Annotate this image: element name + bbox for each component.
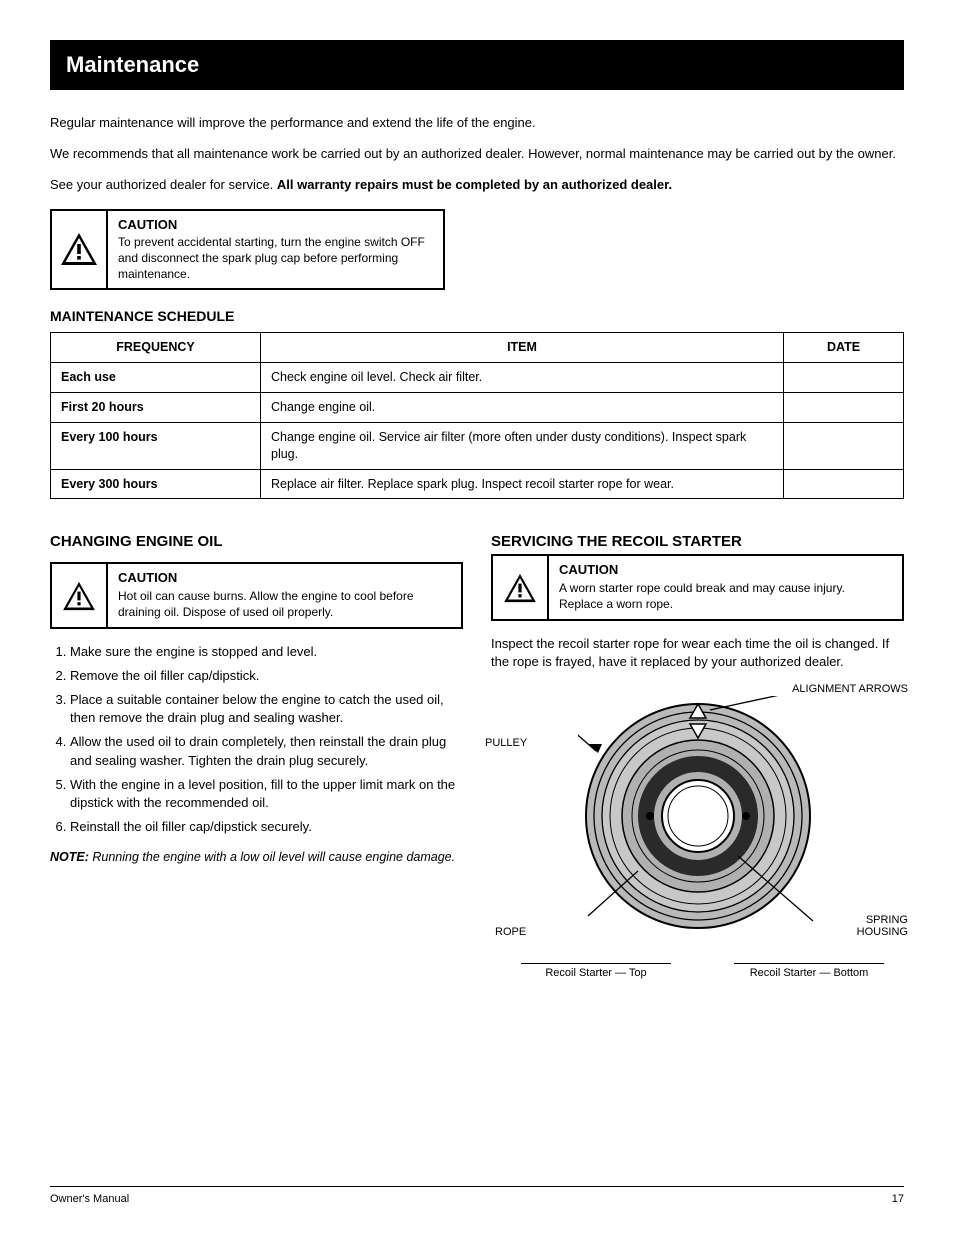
- caution-text-cell: CAUTION A worn starter rope could break …: [549, 556, 902, 618]
- recoil-starter-svg: [578, 696, 818, 936]
- section-header-title: Maintenance: [66, 52, 199, 78]
- intro-para-3: See your authorized dealer for service. …: [50, 176, 904, 194]
- step-item: Place a suitable container below the eng…: [70, 691, 463, 727]
- page-footer: Owner's Manual 17: [50, 1186, 904, 1205]
- warning-triangle-icon: [503, 573, 537, 603]
- table-row: First 20 hours Change engine oil.: [51, 392, 904, 422]
- step-item: With the engine in a level position, fil…: [70, 776, 463, 812]
- cell-date: [784, 469, 904, 499]
- footer-left: Owner's Manual: [50, 1193, 129, 1205]
- figure-label-pulley: PULLEY: [485, 737, 527, 750]
- step-item: Remove the oil filler cap/dipstick.: [70, 667, 463, 685]
- oil-change-steps: Make sure the engine is stopped and leve…: [50, 643, 463, 837]
- intro-para-3-bold: All warranty repairs must be completed b…: [277, 177, 672, 192]
- cell-date: [784, 363, 904, 393]
- step-item: Make sure the engine is stopped and leve…: [70, 643, 463, 661]
- intro-para-3-prefix: See your authorized dealer for service.: [50, 177, 277, 192]
- table-header-date: DATE: [784, 333, 904, 363]
- two-column-region: CHANGING ENGINE OIL CAUTION Hot oil can …: [50, 525, 904, 980]
- caution-box-main: CAUTION To prevent accidental starting, …: [50, 209, 445, 291]
- figure-label-rope: ROPE: [495, 926, 526, 939]
- right-para-1: Inspect the recoil starter rope for wear…: [491, 635, 904, 671]
- figure-caption-right: Recoil Starter — Bottom: [734, 963, 884, 981]
- oil-note-text: Running the engine with a low oil level …: [89, 850, 455, 864]
- cell-item: Change engine oil.: [261, 392, 784, 422]
- cell-freq: Each use: [51, 363, 261, 393]
- cell-freq: First 20 hours: [51, 392, 261, 422]
- caution-text-cell: CAUTION Hot oil can cause burns. Allow t…: [108, 564, 461, 626]
- caution-text: A worn starter rope could break and may …: [559, 581, 845, 611]
- footer-page-number: 17: [892, 1193, 904, 1205]
- caution-icon-cell: [52, 211, 108, 289]
- caution-box-right: CAUTION A worn starter rope could break …: [491, 554, 904, 620]
- cell-item: Replace air filter. Replace spark plug. …: [261, 469, 784, 499]
- maintenance-schedule-table: FREQUENCY ITEM DATE Each use Check engin…: [50, 332, 904, 499]
- schedule-title: MAINTENANCE SCHEDULE: [50, 308, 904, 324]
- section-header-bar: Maintenance: [50, 40, 904, 90]
- caution-text: To prevent accidental starting, turn the…: [118, 235, 425, 280]
- oil-note: NOTE: Running the engine with a low oil …: [50, 849, 463, 867]
- figure-caption-left: Recoil Starter — Top: [521, 963, 671, 981]
- left-heading: CHANGING ENGINE OIL: [50, 531, 463, 552]
- cell-item: Change engine oil. Service air filter (m…: [261, 422, 784, 469]
- cell-freq: Every 100 hours: [51, 422, 261, 469]
- right-column: SERVICING THE RECOIL STARTER CAUTION A w…: [491, 525, 904, 980]
- intro-para-2: We recommends that all maintenance work …: [50, 145, 904, 163]
- table-header-row: FREQUENCY ITEM DATE: [51, 333, 904, 363]
- cell-item: Check engine oil level. Check air filter…: [261, 363, 784, 393]
- caution-text: Hot oil can cause burns. Allow the engin…: [118, 589, 414, 619]
- oil-note-label: NOTE:: [50, 850, 89, 864]
- page: Maintenance Regular maintenance will imp…: [0, 0, 954, 1011]
- figure-label-arrows: ALIGNMENT ARROWS: [792, 683, 908, 696]
- recoil-starter-figure: ALIGNMENT ARROWS PULLEY ROPE SPRING HOUS…: [491, 681, 904, 981]
- left-column: CHANGING ENGINE OIL CAUTION Hot oil can …: [50, 525, 463, 980]
- cell-date: [784, 422, 904, 469]
- caution-label: CAUTION: [559, 562, 892, 579]
- warning-triangle-icon: [62, 581, 96, 611]
- step-item: Allow the used oil to drain completely, …: [70, 733, 463, 769]
- table-header-freq: FREQUENCY: [51, 333, 261, 363]
- figure-label-spring: SPRING HOUSING: [828, 914, 908, 939]
- cell-date: [784, 392, 904, 422]
- warning-triangle-icon: [60, 232, 98, 266]
- right-heading: SERVICING THE RECOIL STARTER: [491, 531, 904, 552]
- cell-freq: Every 300 hours: [51, 469, 261, 499]
- caution-box-left: CAUTION Hot oil can cause burns. Allow t…: [50, 562, 463, 628]
- caution-label: CAUTION: [118, 570, 451, 587]
- intro-para-1: Regular maintenance will improve the per…: [50, 114, 904, 132]
- table-header-item: ITEM: [261, 333, 784, 363]
- caution-text-cell: CAUTION To prevent accidental starting, …: [108, 211, 443, 289]
- table-row: Each use Check engine oil level. Check a…: [51, 363, 904, 393]
- caution-label: CAUTION: [118, 217, 433, 234]
- caution-icon-cell: [52, 564, 108, 626]
- table-row: Every 100 hours Change engine oil. Servi…: [51, 422, 904, 469]
- caution-icon-cell: [493, 556, 549, 618]
- step-item: Reinstall the oil filler cap/dipstick se…: [70, 818, 463, 836]
- table-row: Every 300 hours Replace air filter. Repl…: [51, 469, 904, 499]
